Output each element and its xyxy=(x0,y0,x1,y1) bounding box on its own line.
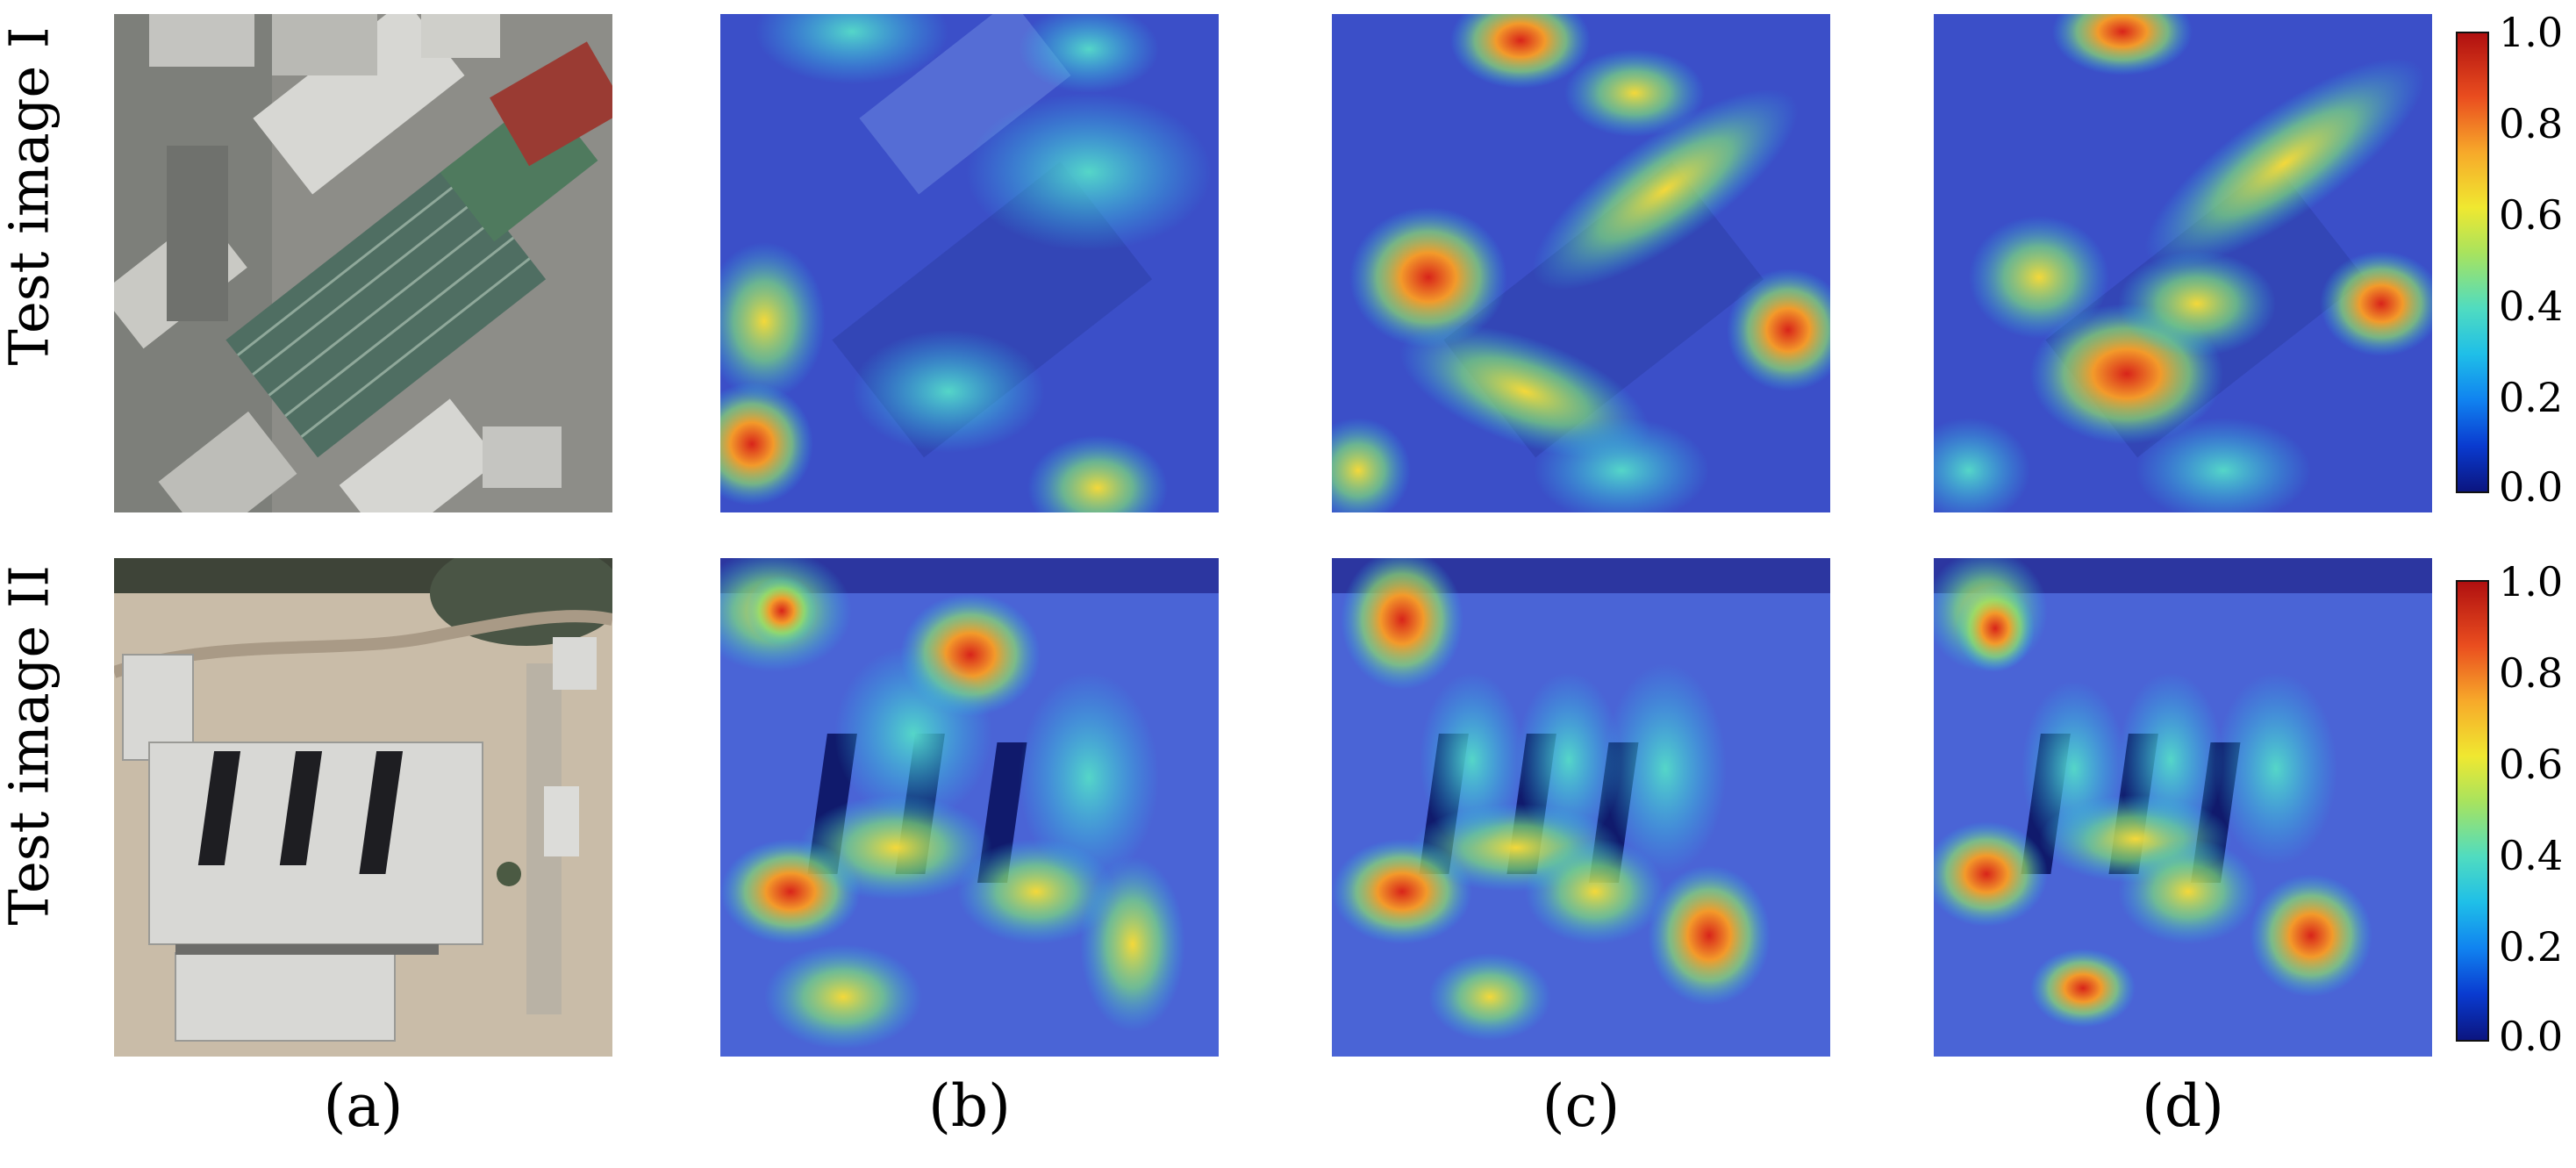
colorbar-row-1-tick-0.2: 0.2 xyxy=(2499,374,2564,421)
colorbar-row-1-tick-0.4: 0.4 xyxy=(2499,283,2564,330)
colorbar-row-2-tick-0.4: 0.4 xyxy=(2499,832,2564,879)
heatmap-c-test-image-2 xyxy=(1332,558,1830,1057)
heatmap-c-test-image-1 xyxy=(1332,14,1830,512)
colorbar-row-2 xyxy=(2456,580,2489,1042)
aerial-photo-test-image-1 xyxy=(114,14,612,512)
column-label-d: (d) xyxy=(2142,1072,2224,1140)
row-label-test-image-1: Test image I xyxy=(0,26,61,366)
aerial-photo-test-image-2 xyxy=(114,558,612,1057)
colorbar-row-1-tick-0.8: 0.8 xyxy=(2499,100,2564,147)
colorbar-row-1 xyxy=(2456,32,2489,493)
colorbar-row-2-tick-0.2: 0.2 xyxy=(2499,923,2564,971)
colorbar-row-2-tick-0.6: 0.6 xyxy=(2499,741,2564,788)
column-label-c: (c) xyxy=(1542,1072,1621,1140)
colorbar-row-1-tick-0.0: 0.0 xyxy=(2499,463,2564,511)
colorbar-row-2-tick-0.0: 0.0 xyxy=(2499,1013,2564,1060)
heatmap-b-test-image-1 xyxy=(720,14,1219,512)
column-label-a: (a) xyxy=(323,1072,404,1140)
colorbar-row-1-tick-1.0: 1.0 xyxy=(2499,9,2564,56)
heatmap-d-test-image-1 xyxy=(1934,14,2432,512)
colorbar-row-2-tick-1.0: 1.0 xyxy=(2499,558,2564,605)
colorbar-row-2-tick-0.8: 0.8 xyxy=(2499,649,2564,697)
colorbar-row-1-tick-0.6: 0.6 xyxy=(2499,191,2564,239)
row-label-test-image-2: Test image II xyxy=(0,565,61,926)
heatmap-d-test-image-2 xyxy=(1934,558,2432,1057)
column-label-b: (b) xyxy=(928,1072,1011,1140)
heatmap-b-test-image-2 xyxy=(720,558,1219,1057)
